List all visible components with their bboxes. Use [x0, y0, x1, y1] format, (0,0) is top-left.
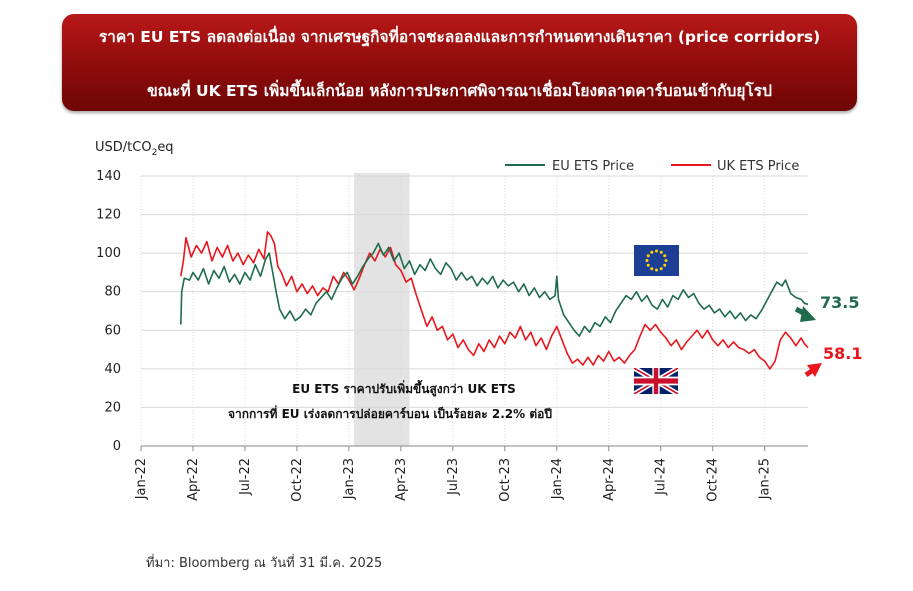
x-tick-label: Apr-23 [394, 458, 409, 501]
annotation-line-1: EU ETS ราคาปรับเพิ่มขึ้นสูงกว่า UK ETS [292, 379, 516, 397]
eu-flag-star [650, 250, 654, 254]
x-tick-label: Jul-24 [654, 458, 669, 496]
eu-flag-star [659, 267, 663, 271]
x-tick-label: Apr-22 [186, 458, 201, 501]
y-tick-label: 80 [104, 285, 121, 300]
eu-flag-star [663, 263, 667, 267]
eu-ets-line [180, 242, 809, 337]
title-line-1: ราคา EU ETS ลดลงต่อเนื่อง จากเศรษฐกิจที่… [98, 28, 821, 46]
y-tick-label: 60 [104, 323, 121, 338]
x-tick-label: Jan-22 [134, 458, 149, 500]
title-banner: ราคา EU ETS ลดลงต่อเนื่อง จากเศรษฐกิจที่… [62, 14, 857, 111]
y-tick-label: 40 [104, 362, 121, 377]
x-tick-label: Oct-23 [498, 458, 513, 502]
x-tick-label: Jan-23 [342, 458, 357, 500]
x-tick-label: Oct-22 [290, 458, 305, 502]
grid-layer [140, 175, 808, 447]
eu-flag-star [663, 254, 667, 258]
y-tick-label: 20 [104, 400, 121, 415]
x-tick-label: Jul-22 [238, 458, 253, 496]
y-tick-label: 100 [96, 246, 121, 261]
legend-eu-label: EU ETS Price [552, 159, 634, 174]
eu-down-arrow-icon [800, 306, 816, 322]
y-tick-label: 140 [96, 169, 121, 184]
eu-flag-star [664, 259, 668, 262]
eu-flag-icon [634, 245, 679, 276]
axis-layer: 0 20 40 60 80 100 120 140 Jan-22 Apr-22 Jul-22 Oct-… [96, 169, 808, 502]
series-layer [180, 231, 809, 370]
x-tick-label: Jan-24 [550, 458, 565, 500]
uk-up-arrow-icon [807, 363, 822, 377]
x-tick-label: Oct-24 [706, 458, 721, 502]
eu-end-marker: 73.5 [794, 293, 859, 322]
y-tick-label: 120 [96, 208, 121, 223]
uk-ets-line [180, 231, 809, 370]
eu-flag-star [650, 267, 654, 271]
eu-flag-star [646, 254, 650, 258]
title-line-2: ขณะที่ UK ETS เพิ่มขึ้นเล็กน้อย หลังการป… [147, 82, 772, 100]
uk-flag-icon [634, 368, 678, 394]
x-tick-label: Jul-23 [446, 458, 461, 496]
uk-end-marker: 58.1 [804, 344, 862, 378]
x-tick-label: Jan-25 [758, 458, 773, 500]
annotation-text: EU ETS ราคาปรับเพิ่มขึ้นสูงกว่า UK ETS จ… [228, 379, 552, 421]
eu-flag-star [645, 259, 649, 262]
uk-end-value: 58.1 [823, 344, 862, 363]
annotation-line-2: จากการที่ EU เร่งลดการปล่อยคาร์บอน เป็นร… [228, 405, 552, 421]
eu-flag-star [646, 263, 650, 267]
eu-flag-star [659, 250, 663, 254]
y-axis-label: USD/tCO2eq [95, 140, 174, 158]
shaded-period [354, 173, 410, 446]
x-tick-label: Apr-24 [602, 458, 617, 501]
eu-flag-star [655, 249, 658, 253]
eu-flag-star [655, 268, 658, 272]
y-tick-label: 0 [113, 439, 121, 454]
eu-end-value: 73.5 [820, 293, 859, 312]
legend-uk-label: UK ETS Price [717, 159, 799, 174]
source-note: ที่มา: Bloomberg ณ วันที่ 31 มี.ค. 2025 [146, 556, 383, 571]
legend: EU ETS Price UK ETS Price [505, 159, 799, 174]
